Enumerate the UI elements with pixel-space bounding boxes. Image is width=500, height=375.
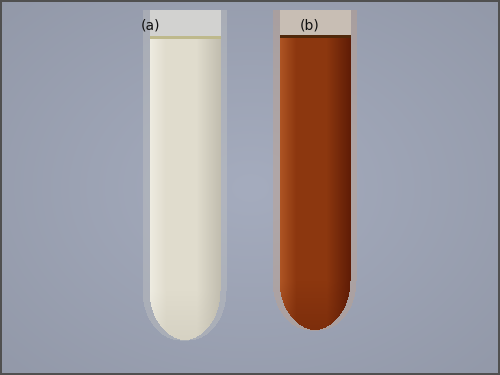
Text: (b): (b) bbox=[300, 19, 320, 33]
Text: (a): (a) bbox=[140, 19, 160, 33]
